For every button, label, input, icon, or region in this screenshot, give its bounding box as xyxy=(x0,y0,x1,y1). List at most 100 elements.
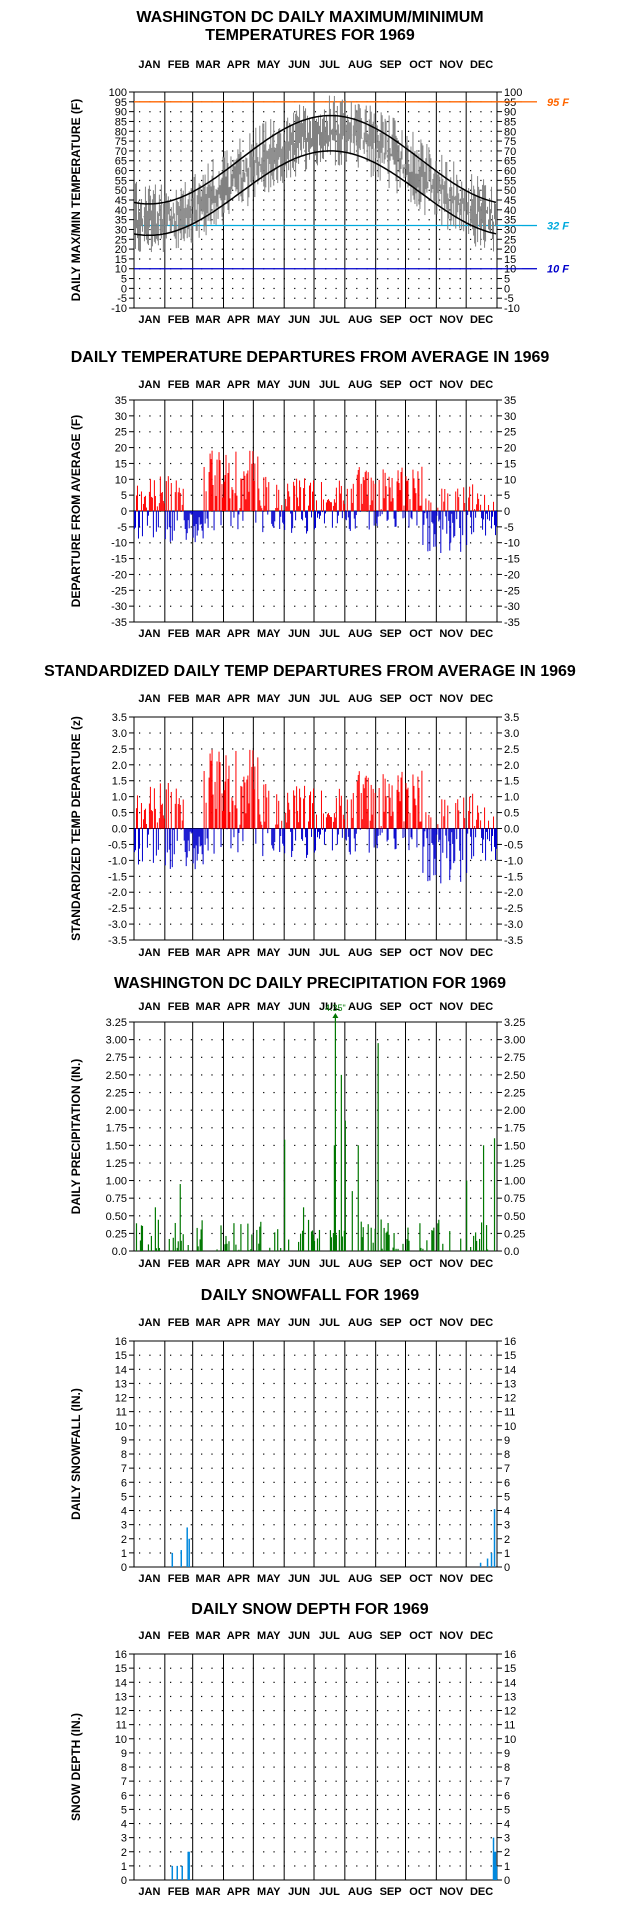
grid-dot xyxy=(242,160,244,162)
grid-dot xyxy=(170,1453,172,1455)
grid-dot xyxy=(438,1397,441,1399)
grid-dot xyxy=(407,1681,410,1683)
grid-dot xyxy=(314,1382,317,1385)
grid-dot xyxy=(449,219,451,221)
grid-dot xyxy=(294,732,296,734)
y-tick-label-left: -5 xyxy=(117,293,127,305)
month-label-top: OCT xyxy=(409,1001,433,1013)
grid-dot xyxy=(387,1524,389,1526)
grid-dot xyxy=(345,1738,348,1740)
grid-dot xyxy=(139,1411,141,1413)
grid-dot xyxy=(356,238,358,240)
grid-dot xyxy=(252,1215,254,1217)
grid-dot xyxy=(139,431,141,433)
grid-dot xyxy=(314,891,317,893)
grid-dot xyxy=(283,120,286,123)
grid-dot xyxy=(407,1439,410,1441)
y-tick-label-left: 11 xyxy=(116,1407,127,1419)
grid-dot xyxy=(335,1766,337,1768)
grid-dot xyxy=(418,1215,420,1217)
grid-dot xyxy=(490,111,492,113)
grid-dot xyxy=(283,130,286,132)
y-tick-label-left: 95 xyxy=(115,97,127,109)
grid-dot xyxy=(397,748,399,750)
grid-dot xyxy=(159,1766,161,1768)
grid-dot xyxy=(418,1495,420,1498)
grid-dot xyxy=(201,248,203,250)
grid-dot xyxy=(304,843,306,846)
grid-dot xyxy=(314,764,317,766)
grid-dot xyxy=(252,1074,254,1076)
grid-dot xyxy=(438,1056,441,1058)
y-tick-label-right: 50 xyxy=(504,185,516,197)
month-label-bottom: SEP xyxy=(380,314,402,326)
grid-dot xyxy=(376,478,379,480)
grid-dot xyxy=(263,278,265,280)
grid-dot xyxy=(490,1823,492,1825)
grid-dot xyxy=(252,1411,254,1413)
grid-dot xyxy=(159,1538,161,1540)
grid-dot xyxy=(283,1780,286,1782)
grid-dot xyxy=(356,258,358,260)
grid-dot xyxy=(387,859,389,862)
grid-dot xyxy=(283,248,286,250)
grid-dot xyxy=(304,1397,306,1399)
grid-dot xyxy=(459,120,461,123)
y-tick-label-right: 30 xyxy=(504,224,516,236)
grid-dot xyxy=(294,1837,296,1839)
grid-dot xyxy=(252,478,254,480)
grid-dot xyxy=(242,1752,244,1754)
grid-dot xyxy=(407,1766,410,1768)
grid-dot xyxy=(159,189,161,191)
grid-dot xyxy=(325,1197,327,1199)
grid-dot xyxy=(232,605,234,607)
grid-dot xyxy=(221,589,223,591)
month-label-top: MAY xyxy=(257,59,281,71)
grid-dot xyxy=(407,780,410,782)
grid-dot xyxy=(356,1180,358,1182)
grid-dot xyxy=(376,228,379,231)
grid-dot xyxy=(273,1127,275,1129)
month-label-top: MAY xyxy=(257,1630,281,1642)
grid-dot xyxy=(376,796,379,798)
grid-dot xyxy=(376,297,379,299)
grid-dot xyxy=(438,248,441,250)
grid-dot xyxy=(490,748,492,750)
grid-dot xyxy=(139,1552,141,1554)
grid-dot xyxy=(201,1510,203,1512)
y-tick-label-right: 3.5 xyxy=(504,712,519,724)
grid-dot xyxy=(190,462,192,465)
y-tick-label-left: 14 xyxy=(115,1677,127,1689)
grid-dot xyxy=(242,1368,244,1370)
grid-dot xyxy=(480,297,482,299)
grid-dot xyxy=(211,111,213,113)
grid-dot xyxy=(387,1837,389,1839)
grid-dot xyxy=(449,1411,451,1413)
grid-dot xyxy=(180,140,182,142)
grid-dot xyxy=(232,542,234,544)
grid-dot xyxy=(242,859,244,862)
grid-dot xyxy=(325,605,327,607)
grid-dot xyxy=(366,923,368,925)
grid-dot xyxy=(428,1695,430,1698)
grid-dot xyxy=(252,526,254,528)
grid-dot xyxy=(263,589,265,591)
grid-dot xyxy=(190,1232,192,1235)
grid-dot xyxy=(283,605,286,607)
grid-dot xyxy=(469,1144,472,1147)
grid-dot xyxy=(490,1510,492,1512)
grid-dot xyxy=(325,573,327,576)
grid-dot xyxy=(180,732,182,734)
grid-dot xyxy=(221,1667,223,1669)
grid-dot xyxy=(242,1439,244,1441)
grid-dot xyxy=(180,1382,182,1385)
y-tick-label-left: 2.00 xyxy=(106,1105,127,1117)
grid-dot xyxy=(283,1453,286,1455)
grid-dot xyxy=(294,199,296,201)
grid-dot xyxy=(232,1495,234,1498)
grid-dot xyxy=(304,780,306,782)
grid-dot xyxy=(149,228,151,231)
y-tick-label-right: 1.5 xyxy=(504,776,519,788)
grid-dot xyxy=(366,238,368,240)
grid-dot xyxy=(449,1724,451,1726)
